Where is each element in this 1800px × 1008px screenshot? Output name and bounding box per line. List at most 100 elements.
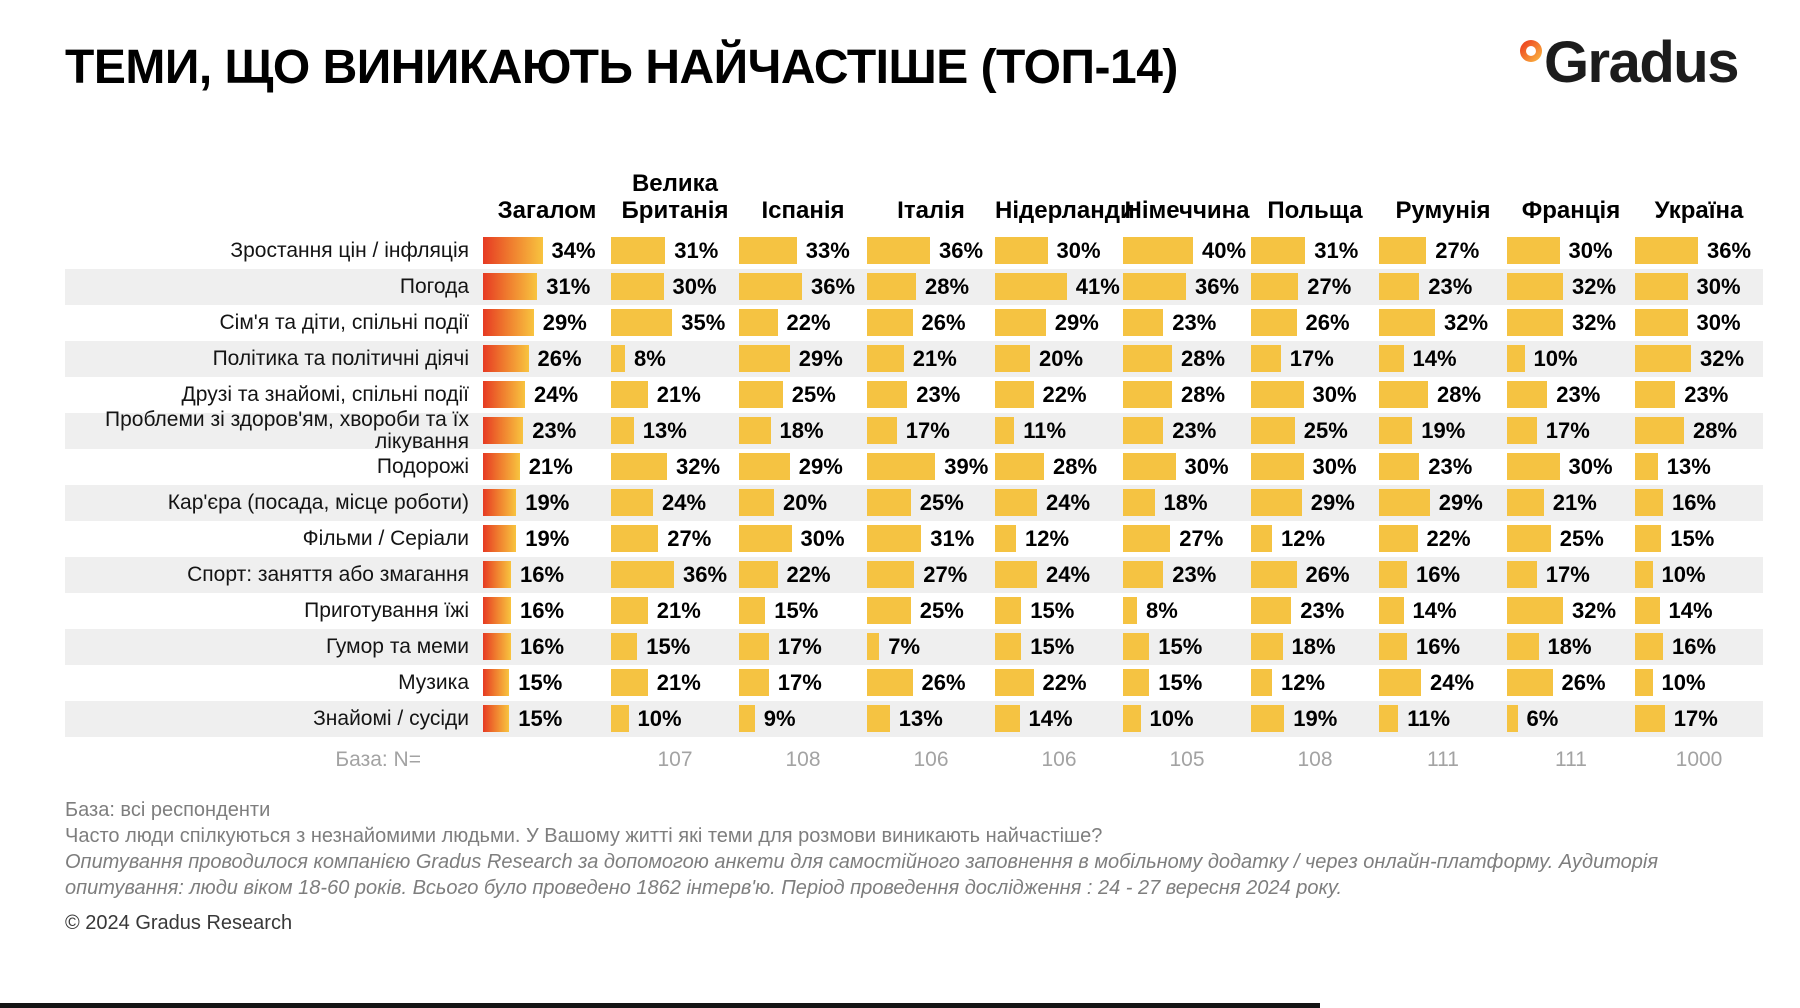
bar [1379,705,1399,733]
bar [995,525,1016,553]
bar-cell: 32% [1379,309,1507,337]
base-value: 106 [913,747,949,771]
value-label: 29% [1438,489,1483,515]
bar-cell: 17% [739,633,867,661]
value-label: 18% [1291,633,1336,659]
value-label: 13% [898,705,943,731]
value-label: 32% [1700,345,1745,371]
value-label: 17% [1545,417,1590,443]
bar-cell: 16% [483,633,611,661]
column-header: Україна [1654,196,1744,224]
bar [611,345,625,373]
value-label: 32% [1444,309,1489,335]
bar [867,273,916,301]
value-label: 15% [1670,525,1715,551]
value-label: 15% [1158,669,1203,695]
value-label: 28% [925,273,970,299]
bar [1251,345,1281,373]
bar-cell: 30% [1507,237,1635,265]
bar [611,561,674,589]
bar [739,345,790,373]
value-label: 32% [1572,597,1617,623]
value-label: 36% [811,273,856,299]
bar-cell: 30% [1635,273,1763,301]
bar-cell: 24% [995,489,1123,517]
value-label: 17% [1545,561,1590,587]
bar-cell: 29% [739,345,867,373]
bar-cell: 21% [611,381,739,409]
bar-cell: 40% [1123,237,1251,265]
bar-cell: 13% [611,417,739,445]
bar [867,561,915,589]
value-label: 26% [537,345,582,371]
table-row: Сім'я та діти, спільні події 29% 35% 22% 26%… [65,305,1763,341]
bar [995,453,1044,481]
column-header: Польща [1267,196,1363,224]
bar [1635,237,1698,265]
value-label: 33% [805,237,850,263]
bar [1251,453,1304,481]
value-label: 16% [1416,633,1461,659]
value-label: 16% [520,597,565,623]
bar-cell: 16% [483,597,611,625]
value-label: 36% [683,561,728,587]
bar [1635,417,1684,445]
topics-bar-table: Загалом Велика Британія Іспанія Італія Нідер… [65,170,1763,783]
bar-cell: 14% [1379,345,1507,373]
value-label: 14% [1028,705,1073,731]
bar [867,345,904,373]
value-label: 32% [1572,273,1617,299]
bar [867,237,930,265]
bar [995,705,1020,733]
bar-cell: 32% [611,453,739,481]
value-label: 22% [1426,525,1471,551]
bar-cell: 8% [1123,597,1251,625]
bar-cell: 15% [1123,669,1251,697]
gradus-logo: Gradus [1519,34,1740,92]
table-row: Друзі та знайомі, спільні події 24% 21% 25%… [65,377,1763,413]
value-label: 15% [1030,633,1075,659]
value-label: 20% [783,489,828,515]
bar-cell: 32% [1507,597,1635,625]
value-label: 16% [1672,489,1717,515]
bar [1379,453,1420,481]
bar-cell: 8% [611,345,739,373]
bar-cell: 26% [1507,669,1635,697]
bar-cell: 12% [1251,525,1379,553]
bar [1507,633,1539,661]
base-value: 105 [1169,747,1205,771]
value-label: 31% [674,237,719,263]
bar-cell: 26% [1251,561,1379,589]
value-label: 28% [1053,453,1098,479]
bar [867,453,936,481]
bar-cell: 28% [1635,417,1763,445]
bar-cell: 39% [867,453,995,481]
value-label: 29% [1054,309,1099,335]
bar [611,525,659,553]
topic-label: Спорт: заняття або змагання [187,562,469,586]
bar-cell: 23% [1379,273,1507,301]
value-label: 30% [1312,381,1357,407]
slide-header: ТЕМИ, ЩО ВИНИКАЮТЬ НАЙЧАСТІШЕ (ТОП-14) G… [0,0,1800,95]
bar-cell: 13% [867,705,995,733]
bar-cell: 10% [611,705,739,733]
bar-cell: 36% [611,561,739,589]
value-label: 8% [634,345,666,371]
bar-cell: 14% [995,705,1123,733]
bar [483,345,529,373]
bar [739,633,769,661]
table-row: Музика 15% 21% 17% 26% 22% 15% 12% 24% 26% 10% [65,665,1763,701]
value-label: 41% [1075,273,1120,299]
bar [611,237,666,265]
value-label: 25% [919,489,964,515]
bar [611,273,664,301]
base-value: 108 [1297,747,1333,771]
bar-cell: 15% [1635,525,1763,553]
bar [1251,309,1297,337]
bar [1507,705,1518,733]
bar-cell: 27% [1379,237,1507,265]
value-label: 17% [905,417,950,443]
bar [1379,669,1421,697]
base-value: 111 [1427,747,1459,771]
value-label: 30% [672,273,717,299]
